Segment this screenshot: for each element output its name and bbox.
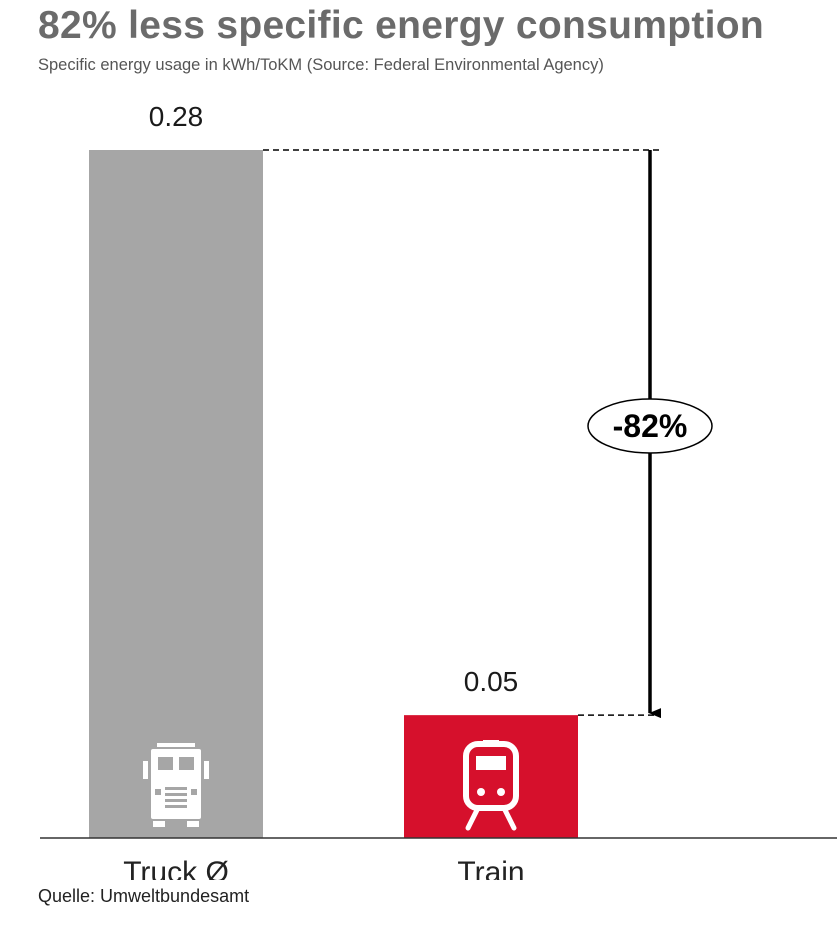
truck-icon [143, 743, 209, 827]
truck-light-right [191, 789, 197, 795]
truck-mirror-right [204, 761, 209, 779]
truck-wheel-left [153, 821, 165, 827]
train-track-left [465, 805, 481, 831]
truck-roof [157, 743, 195, 747]
train-light-left [477, 788, 485, 796]
truck-grille-bar [165, 799, 187, 802]
chart-title: 82% less specific energy consumption [38, 4, 765, 47]
truck-window-right [179, 757, 194, 770]
data-label: 0.05 [464, 666, 519, 697]
category-label: Train [457, 856, 524, 880]
truck-grille-bar [165, 787, 187, 790]
train-track-right [501, 805, 517, 831]
data-label: 0.28 [149, 101, 204, 132]
train-window [476, 756, 506, 770]
truck-grille-bar [165, 793, 187, 796]
bar-chart: 0.28 Truck Ø 0.05 Train -82% [40, 101, 837, 880]
category-label: Truck Ø [123, 856, 229, 880]
train-icon [463, 740, 519, 831]
bar-truck [89, 150, 263, 838]
truck-wheel-right [187, 821, 199, 827]
train-roof [483, 740, 499, 746]
truck-grille-bar [165, 805, 187, 808]
reduction-label: -82% [613, 408, 688, 444]
source-note: Quelle: Umweltbundesamt [38, 886, 250, 906]
truck-window-left [158, 757, 173, 770]
truck-light-left [155, 789, 161, 795]
bar-train [404, 715, 578, 838]
train-light-right [497, 788, 505, 796]
chart-subtitle: Specific energy usage in kWh/ToKM (Sourc… [38, 56, 604, 74]
reduction-badge [587, 398, 713, 454]
truck-mirror-left [143, 761, 148, 779]
